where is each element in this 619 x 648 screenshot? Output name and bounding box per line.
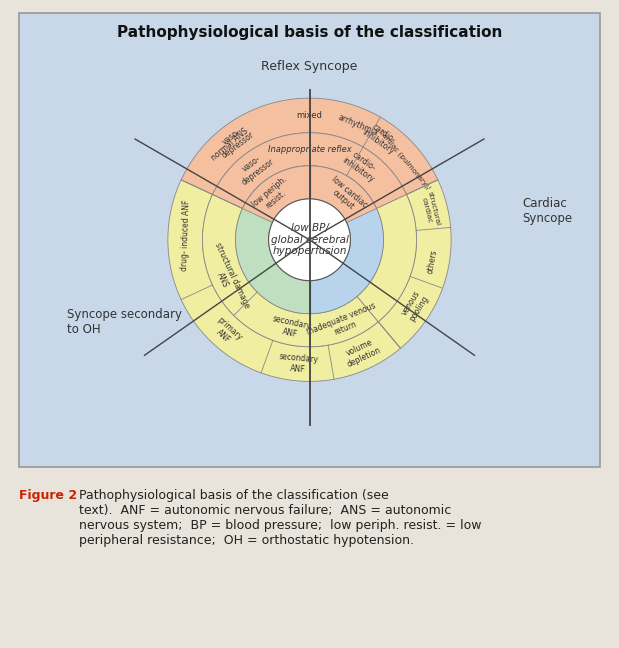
Text: others: others xyxy=(425,248,438,274)
Polygon shape xyxy=(181,98,438,194)
Text: Reflex Syncope: Reflex Syncope xyxy=(261,60,358,73)
Polygon shape xyxy=(168,180,400,382)
Polygon shape xyxy=(357,194,417,322)
Circle shape xyxy=(269,199,350,281)
Text: vaso-
depressor: vaso- depressor xyxy=(234,148,276,187)
Text: structural damage
ANS: structural damage ANS xyxy=(204,242,251,314)
Text: cardio-
inhibitory: cardio- inhibitory xyxy=(340,147,382,184)
Text: mixed: mixed xyxy=(297,111,322,120)
Polygon shape xyxy=(202,194,378,347)
Text: Cardiac
Syncope: Cardiac Syncope xyxy=(522,198,572,226)
Text: vaso-
depressor: vaso- depressor xyxy=(214,121,256,159)
FancyBboxPatch shape xyxy=(0,470,619,648)
Text: secondary
ANF: secondary ANF xyxy=(278,353,319,375)
Text: Pathophysiological basis of the classification (see
text).  ANF = autonomic nerv: Pathophysiological basis of the classifi… xyxy=(79,489,482,548)
Text: structural
cardiac: structural cardiac xyxy=(420,191,441,228)
Text: cardiac (pulmonary)/: cardiac (pulmonary)/ xyxy=(378,129,431,191)
Polygon shape xyxy=(212,133,407,209)
Text: primary
ANF: primary ANF xyxy=(209,315,244,349)
Polygon shape xyxy=(378,180,451,348)
Text: Inappropriate reflex: Inappropriate reflex xyxy=(267,145,352,154)
Text: Pathophysiological basis of the classification: Pathophysiological basis of the classifi… xyxy=(117,25,502,40)
Polygon shape xyxy=(310,166,383,314)
Polygon shape xyxy=(243,166,376,222)
Text: volume
depletion: volume depletion xyxy=(342,336,383,369)
Text: secondary
ANF: secondary ANF xyxy=(269,315,312,342)
Text: cardio-
inhibitory: cardio- inhibitory xyxy=(360,119,402,156)
Polygon shape xyxy=(236,166,310,314)
Text: low cardiac
output: low cardiac output xyxy=(324,174,370,217)
Text: low periph.
resist.: low periph. resist. xyxy=(250,174,295,217)
Text: Figure 2: Figure 2 xyxy=(19,489,77,502)
Text: drug- induced ANF: drug- induced ANF xyxy=(180,200,191,271)
Text: arrhythmia: arrhythmia xyxy=(337,113,379,138)
Text: normal ANS: normal ANS xyxy=(209,126,249,163)
FancyBboxPatch shape xyxy=(19,13,600,467)
Text: inadequate venous
return: inadequate venous return xyxy=(306,301,381,347)
Text: low BP/
global cerebral
hypoperfusion: low BP/ global cerebral hypoperfusion xyxy=(271,223,348,257)
Text: Syncope secondary
to OH: Syncope secondary to OH xyxy=(67,308,182,336)
Text: venous
pooling: venous pooling xyxy=(399,288,431,323)
